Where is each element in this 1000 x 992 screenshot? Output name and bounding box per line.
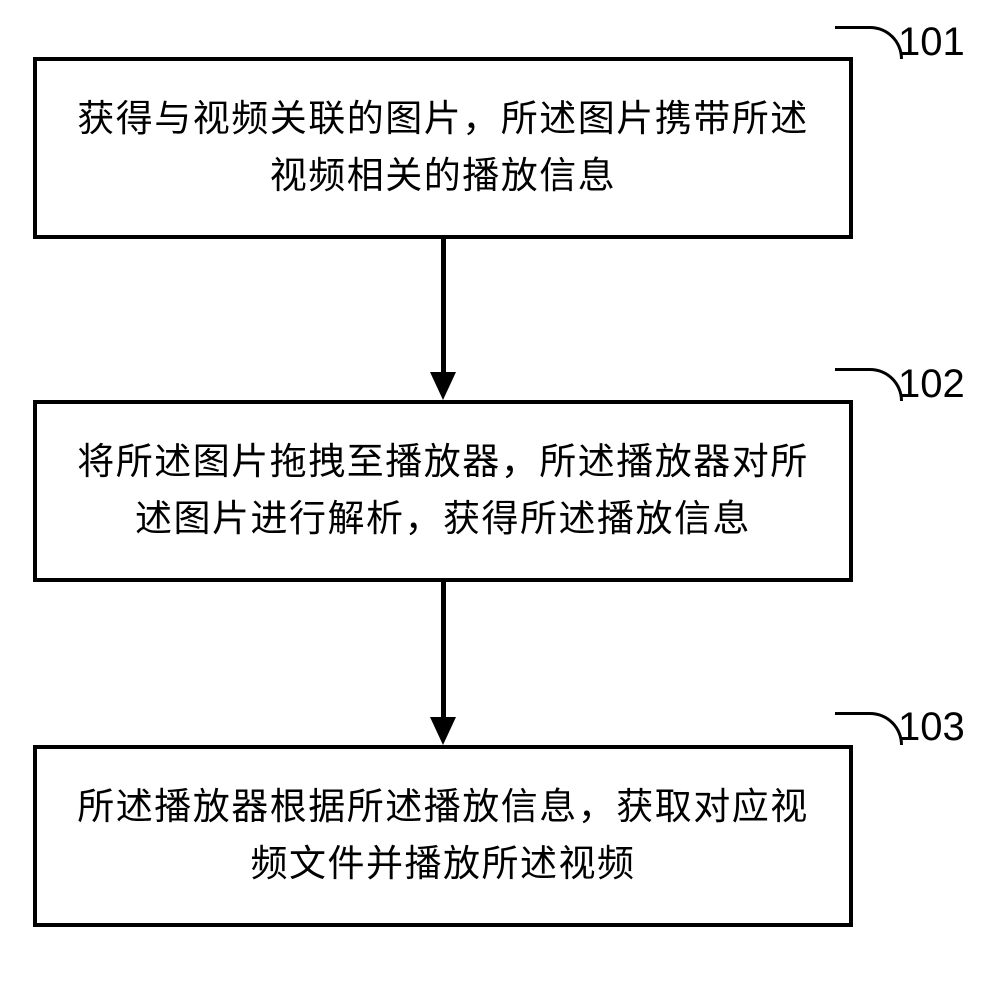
arrow-1-2-line: [441, 239, 446, 376]
callout-2: [835, 368, 903, 401]
callout-3: [835, 712, 903, 745]
step-1-label: 101: [898, 20, 965, 65]
flowchart-step-2: 将所述图片拖拽至播放器，所述播放器对所述图片进行解析，获得所述播放信息: [33, 400, 853, 582]
arrow-2-3-head: [430, 717, 456, 745]
step-1-text: 获得与视频关联的图片，所述图片携带所述视频相关的播放信息: [67, 91, 819, 206]
step-3-text: 所述播放器根据所述播放信息，获取对应视频文件并播放所述视频: [67, 779, 819, 894]
callout-1: [835, 26, 903, 59]
step-3-label: 103: [898, 705, 965, 750]
step-2-text: 将所述图片拖拽至播放器，所述播放器对所述图片进行解析，获得所述播放信息: [67, 434, 819, 549]
arrow-2-3-line: [441, 582, 446, 721]
flowchart-step-1: 获得与视频关联的图片，所述图片携带所述视频相关的播放信息: [33, 57, 853, 239]
flowchart-step-3: 所述播放器根据所述播放信息，获取对应视频文件并播放所述视频: [33, 745, 853, 927]
arrow-1-2-head: [430, 372, 456, 400]
step-2-label: 102: [898, 362, 965, 407]
flowchart-container: 获得与视频关联的图片，所述图片携带所述视频相关的播放信息 101 将所述图片拖拽…: [0, 0, 1000, 992]
